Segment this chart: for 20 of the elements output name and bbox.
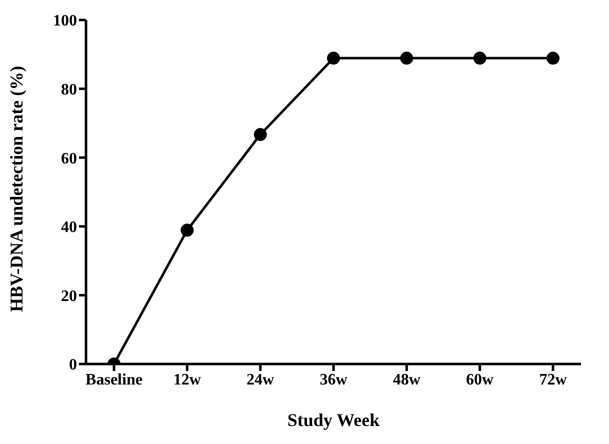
x-tick-label: 72w [539,371,568,388]
x-tick-label: 48w [392,371,421,388]
x-axis-title: Study Week [287,410,380,430]
point [473,52,486,65]
point [546,52,560,65]
x-tick-label: 36w [320,371,348,388]
y-tick-label: 60 [61,150,77,168]
x-tick-label: 12w [173,371,202,388]
x-tick-label: 24w [246,371,275,388]
y-tick-label: 80 [61,81,77,98]
y-tick-label: 100 [53,12,77,30]
point [400,52,414,65]
x-tick-label: 60w [466,371,494,388]
point [254,128,267,142]
point [327,52,340,65]
y-axis-title: HBV-DNA undetection rate (%) [6,66,26,312]
y-tick-label: 20 [61,288,77,305]
x-tick-label: Baseline [86,371,142,388]
y-tick-label: 40 [61,219,77,236]
y-tick-label: 0 [69,356,77,374]
